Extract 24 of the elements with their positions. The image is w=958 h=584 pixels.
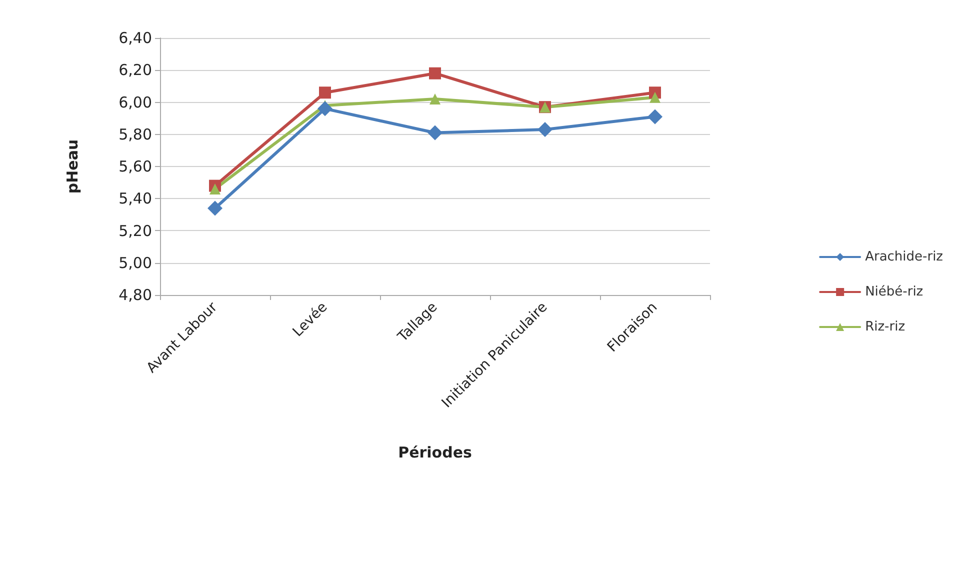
y-tick-label: 4,80 <box>118 286 152 304</box>
point <box>210 183 220 194</box>
y-tick-label: 6,40 <box>118 29 152 47</box>
point <box>430 94 440 105</box>
legend-label: Niébé-riz <box>865 284 924 300</box>
y-tick-label: 6,20 <box>118 61 152 80</box>
y-tick-label: 5,00 <box>118 254 152 272</box>
point <box>208 200 222 216</box>
point <box>318 101 332 116</box>
legend-label: Arachide-riz <box>865 250 944 264</box>
x-axis-title: Périodes <box>398 444 472 462</box>
legend-label: Riz-riz <box>865 320 906 334</box>
y-tick-label: 5,20 <box>118 222 152 240</box>
y-tick-label: 6,00 <box>118 93 152 112</box>
point <box>319 86 331 99</box>
point <box>429 67 441 80</box>
point <box>648 109 662 124</box>
point <box>650 92 660 103</box>
point <box>428 125 442 140</box>
point <box>538 122 552 138</box>
y-tick-label: 5,40 <box>118 190 152 208</box>
y-axis-title: pHeau <box>64 139 82 194</box>
y-tick-label: 5,80 <box>118 125 152 144</box>
y-tick-label: 5,60 <box>118 158 152 176</box>
